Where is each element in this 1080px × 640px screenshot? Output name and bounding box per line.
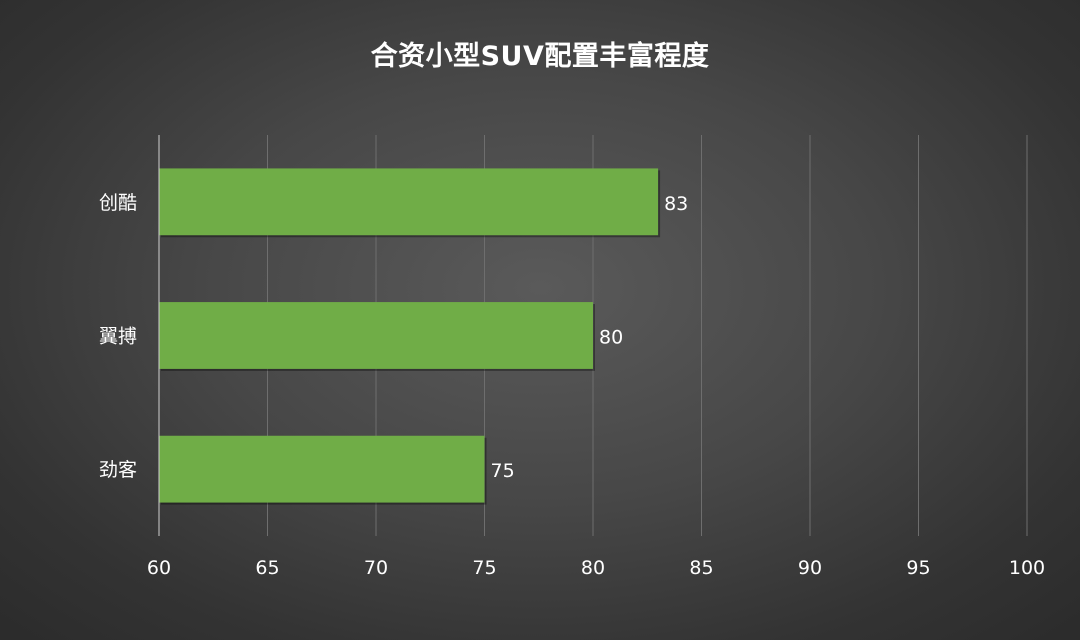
value-label-创酷: 83 <box>664 193 688 215</box>
x-tick-label-90: 90 <box>798 557 822 579</box>
labels: 60 65 70 75 80 85 90 95 100 创酷 83 翼搏 80 劲客 75 <box>99 192 1045 579</box>
bar-创酷 <box>159 168 659 236</box>
category-label-劲客: 劲客 <box>99 459 137 481</box>
x-tick-label-60: 60 <box>147 557 171 579</box>
value-label-劲客: 75 <box>491 460 515 482</box>
x-tick-label-100: 100 <box>1009 557 1045 579</box>
x-tick-label-85: 85 <box>689 557 713 579</box>
bar-翼搏 <box>159 302 593 369</box>
chart-title: 合资小型SUV配置丰富程度 <box>370 41 710 72</box>
x-tick-label-95: 95 <box>906 557 930 579</box>
bars <box>159 168 661 505</box>
category-label-翼搏: 翼搏 <box>99 326 137 348</box>
x-tick-label-80: 80 <box>581 557 605 579</box>
x-tick-label-75: 75 <box>472 557 496 579</box>
value-label-翼搏: 80 <box>599 327 623 349</box>
category-label-创酷: 创酷 <box>99 192 137 214</box>
x-tick-label-70: 70 <box>364 557 388 579</box>
x-tick-label-65: 65 <box>255 557 279 579</box>
bar-劲客 <box>159 435 485 503</box>
